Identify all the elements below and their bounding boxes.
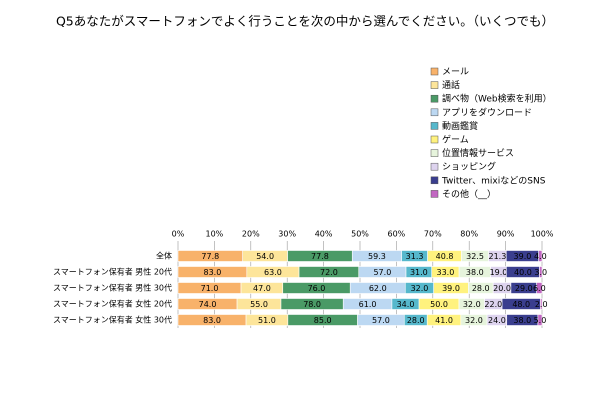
y-tick-label: 全体 (156, 251, 172, 261)
legend-swatch (430, 94, 439, 103)
data-label: 78.0 (303, 300, 321, 309)
data-label: 2.0 (535, 300, 548, 309)
data-label: 77.8 (311, 252, 329, 261)
bar-segment (540, 298, 543, 310)
data-label: 3.0 (534, 268, 547, 277)
data-label: 57.0 (373, 268, 391, 277)
x-tick-label: 80% (460, 230, 478, 239)
data-label: 39.0 (442, 284, 460, 293)
bar-segment (538, 250, 543, 262)
data-label: 74.0 (199, 300, 217, 309)
legend-label: Twitter、mixiなどのSNS (441, 175, 546, 186)
data-label: 20.0 (493, 284, 511, 293)
data-label: 6.0 (533, 284, 546, 293)
data-label: 22.0 (484, 300, 502, 309)
data-label: 24.0 (488, 316, 506, 325)
data-label: 54.0 (256, 252, 274, 261)
data-label: 28.0 (407, 316, 425, 325)
data-label: 41.0 (435, 316, 453, 325)
data-label: 59.3 (368, 252, 386, 261)
data-label: 39.0 (514, 252, 532, 261)
legend-label: メール (442, 68, 469, 78)
data-label: 48.0 (512, 300, 530, 309)
legend-swatch (430, 149, 439, 157)
legend-label: 調べ物（Web検索を利用） (442, 93, 552, 105)
legend-label: 通話 (442, 79, 460, 91)
bar-segment (539, 266, 543, 278)
x-tick-label: 50% (351, 230, 369, 239)
data-label: 77.8 (201, 252, 219, 261)
data-label: 72.0 (320, 268, 338, 277)
data-label: 85.0 (314, 316, 332, 325)
legend-swatch (430, 135, 439, 144)
data-label: 51.0 (258, 316, 276, 325)
legend-swatch (430, 81, 439, 89)
data-label: 32.0 (411, 284, 429, 293)
legend-swatch (430, 190, 439, 198)
data-label: 38.0 (466, 268, 484, 277)
data-label: 31.3 (406, 252, 424, 261)
data-label: 34.0 (397, 300, 415, 309)
data-label: 33.0 (436, 268, 454, 277)
legend-label: ゲーム (442, 134, 469, 146)
data-label: 38.0 (513, 316, 531, 325)
x-tick-label: 20% (242, 230, 260, 239)
x-tick-label: 100% (531, 230, 554, 239)
legend-swatch (430, 67, 439, 76)
x-tick-label: 10% (206, 230, 224, 239)
legend-label: 動画鑑賞 (442, 120, 478, 132)
data-label: 4.0 (534, 252, 547, 261)
data-label: 62.0 (369, 284, 387, 293)
y-tick-label: スマートフォン保有者 男性 20代 (53, 267, 172, 277)
data-label: 40.0 (514, 268, 532, 277)
legend-swatch (430, 176, 439, 185)
data-label: 50.0 (430, 300, 448, 309)
data-label: 47.0 (253, 284, 271, 293)
data-label: 31.0 (410, 268, 428, 277)
x-tick-label: 30% (278, 230, 296, 239)
data-label: 21.3 (488, 252, 506, 261)
bar-segment (537, 314, 543, 326)
data-label: 32.0 (463, 300, 481, 309)
data-label: 71.0 (201, 284, 219, 293)
data-label: 40.8 (436, 252, 454, 261)
data-label: 83.0 (204, 268, 222, 277)
data-label: 28.0 (472, 284, 490, 293)
data-label: 57.0 (372, 316, 390, 325)
data-label: 19.0 (490, 268, 508, 277)
data-label: 76.0 (308, 284, 326, 293)
data-label: 83.0 (203, 316, 221, 325)
x-tick-label: 0% (172, 230, 185, 239)
data-label: 61.0 (359, 300, 377, 309)
data-label: 32.0 (465, 316, 483, 325)
legend-swatch (430, 122, 439, 130)
chart-title: Q5あなたがスマートフォンでよく行うことを次の中から選んでください。（いくつでも… (56, 14, 554, 29)
legend-swatch (430, 162, 439, 171)
data-label: 55.0 (250, 300, 268, 309)
data-label: 32.5 (466, 252, 484, 261)
legend-swatch (430, 108, 439, 117)
x-tick-label: 40% (315, 230, 333, 239)
x-tick-label: 90% (497, 230, 515, 239)
x-tick-label: 70% (424, 230, 442, 239)
x-tick-label: 60% (388, 230, 406, 239)
y-tick-label: スマートフォン保有者 男性 30代 (53, 283, 172, 293)
bar-segment (536, 282, 543, 294)
legend-label: アプリをダウンロード (442, 106, 532, 118)
y-tick-label: スマートフォン保有者 女性 20代 (53, 299, 172, 309)
data-label: 5.0 (534, 316, 547, 325)
data-label: 63.0 (264, 268, 282, 277)
legend-label: ショッピング (442, 161, 496, 173)
legend-label: 位置情報サービス (442, 147, 514, 159)
legend-label: その他（__） (442, 188, 496, 200)
y-tick-label: スマートフォン保有者 女性 30代 (53, 315, 172, 325)
data-label: 29.0 (515, 284, 533, 293)
